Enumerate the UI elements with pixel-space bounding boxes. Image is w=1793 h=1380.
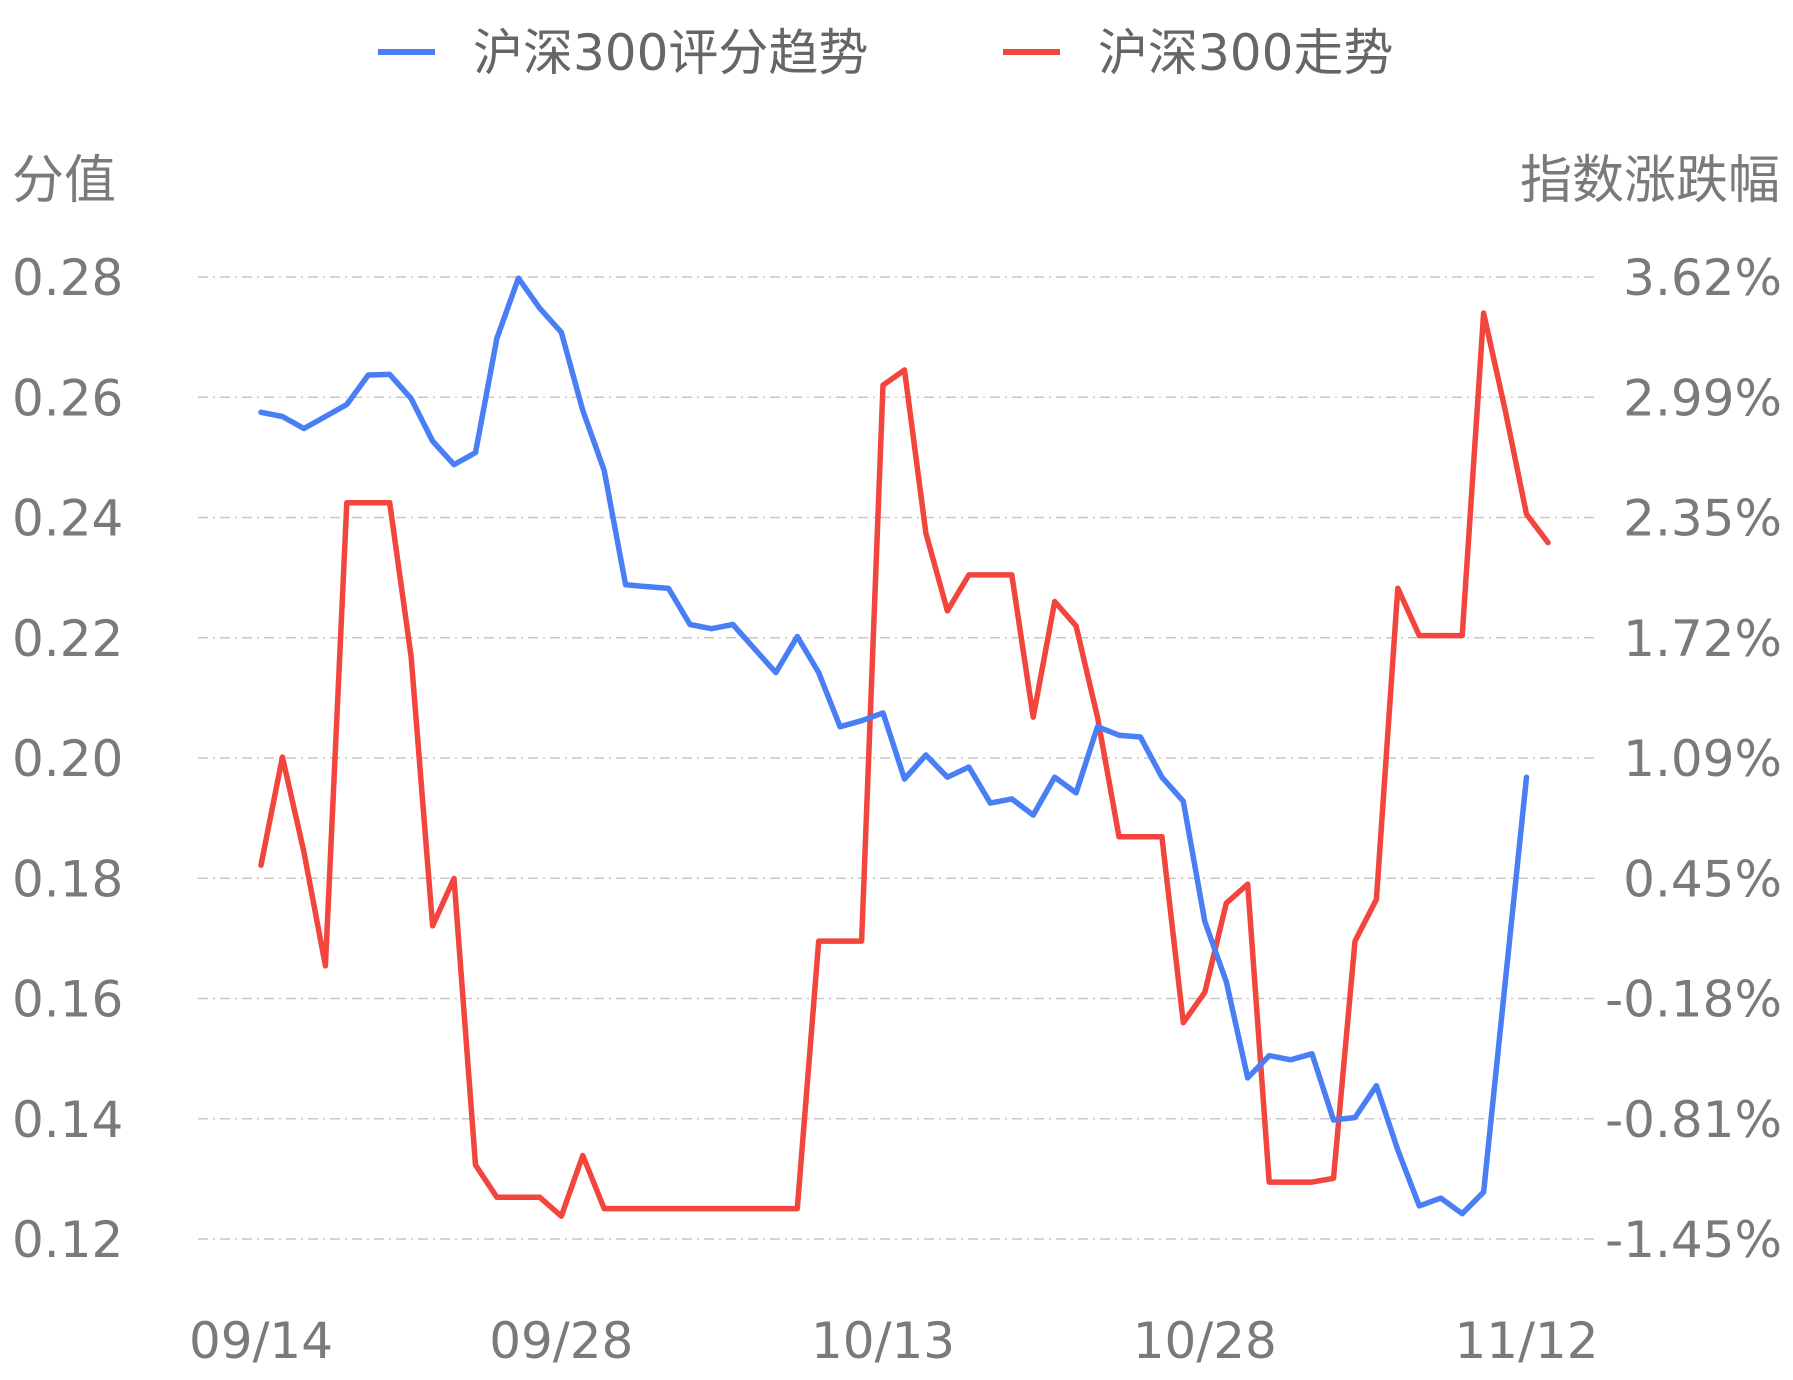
series-line-index bbox=[258, 310, 1551, 1219]
left-tick-label: 0.26 bbox=[12, 369, 123, 427]
right-axis-ticks: 3.62% 2.99% 2.35% 1.72% 1.09% 0.45% -0.18% -0.8… bbox=[1605, 249, 1782, 1269]
x-axis-ticks: 09/14 09/28 10/13 10/28 11/12 bbox=[189, 1312, 1599, 1370]
x-tick-label: 09/28 bbox=[489, 1312, 633, 1370]
left-tick-label: 0.18 bbox=[12, 850, 123, 908]
left-tick-label: 0.16 bbox=[12, 971, 123, 1029]
legend: 沪深300评分趋势 沪深300走势 bbox=[378, 24, 1393, 82]
x-tick-label: 09/14 bbox=[189, 1312, 333, 1370]
x-tick-label: 11/12 bbox=[1455, 1312, 1599, 1370]
series-lines bbox=[258, 275, 1551, 1219]
right-tick-label: 1.09% bbox=[1623, 730, 1782, 788]
legend-item-index[interactable]: 沪深300走势 bbox=[1003, 24, 1393, 82]
left-tick-label: 0.12 bbox=[12, 1211, 123, 1269]
legend-label-score: 沪深300评分趋势 bbox=[473, 24, 868, 82]
x-tick-label: 10/28 bbox=[1133, 1312, 1277, 1370]
right-axis-title: 指数涨跌幅 bbox=[1520, 151, 1780, 211]
legend-item-score[interactable]: 沪深300评分趋势 bbox=[378, 24, 868, 82]
right-tick-label: 3.62% bbox=[1623, 249, 1782, 307]
grid-lines bbox=[198, 276, 1598, 1240]
right-tick-label: 1.72% bbox=[1623, 610, 1782, 668]
left-tick-label: 0.14 bbox=[12, 1091, 123, 1149]
right-tick-label: -0.18% bbox=[1605, 971, 1782, 1029]
left-axis-ticks: 0.28 0.26 0.24 0.22 0.20 0.18 0.16 0.14 0.12 bbox=[12, 249, 123, 1269]
left-tick-label: 0.22 bbox=[12, 610, 123, 668]
right-tick-label: 2.35% bbox=[1623, 490, 1782, 548]
x-tick-label: 10/13 bbox=[811, 1312, 955, 1370]
right-tick-label: 2.99% bbox=[1623, 369, 1782, 427]
right-tick-label: -1.45% bbox=[1605, 1211, 1782, 1269]
right-tick-label: -0.81% bbox=[1605, 1091, 1782, 1149]
left-axis-title: 分值 bbox=[12, 151, 116, 211]
left-tick-label: 0.24 bbox=[12, 490, 123, 548]
right-tick-label: 0.45% bbox=[1623, 850, 1782, 908]
left-tick-label: 0.20 bbox=[12, 730, 123, 788]
left-tick-label: 0.28 bbox=[12, 249, 123, 307]
legend-label-index: 沪深300走势 bbox=[1098, 24, 1393, 82]
series-line-score bbox=[258, 275, 1530, 1217]
